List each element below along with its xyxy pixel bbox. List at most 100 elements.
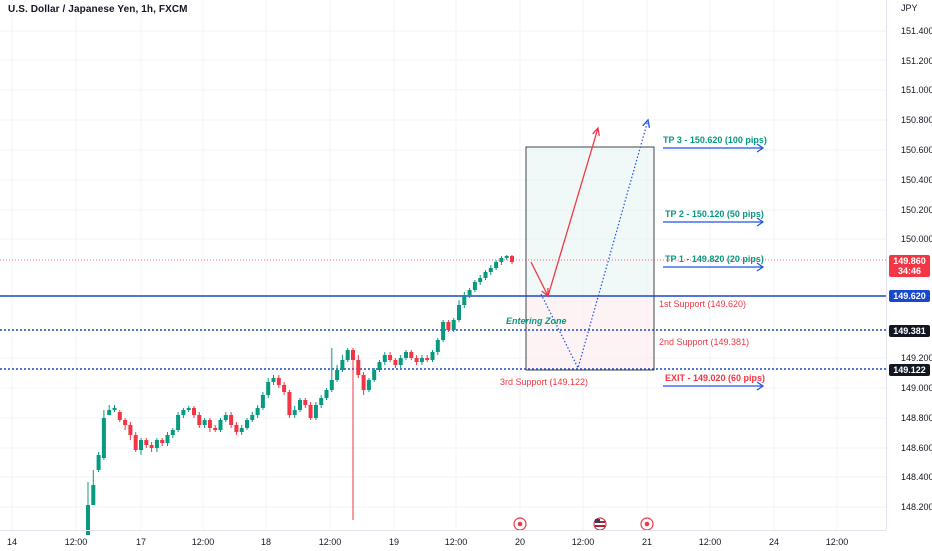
candle-body xyxy=(335,370,340,380)
time-tick: 12:00 xyxy=(444,537,468,547)
candle-body xyxy=(101,418,106,458)
candle-body xyxy=(165,435,170,443)
candle-body xyxy=(478,278,483,282)
time-tick: 12:00 xyxy=(318,537,342,547)
target-arrowhead xyxy=(756,381,765,391)
candle-body xyxy=(181,410,186,415)
candle-body xyxy=(282,385,287,392)
time-tick: 12:00 xyxy=(698,537,722,547)
candle-body xyxy=(308,405,313,418)
event-dot xyxy=(644,521,650,527)
price-tick: 148.800 xyxy=(901,413,932,423)
entering-zone-label: Entering Zone xyxy=(506,316,567,326)
time-axis[interactable]: 14 12:00 17 12:00 18 12:00 19 12:00 20 1… xyxy=(0,530,886,551)
last-price-value: 149.860 xyxy=(893,256,926,266)
candle-body xyxy=(377,362,382,370)
time-tick: 12:00 xyxy=(191,537,215,547)
candle-body xyxy=(117,412,122,420)
price-tick: 151.000 xyxy=(901,85,932,95)
price-tick: 149.000 xyxy=(901,383,932,393)
candle-body xyxy=(361,375,366,390)
candle-body xyxy=(292,410,297,415)
currency-label: JPY xyxy=(901,3,918,13)
candle-body xyxy=(435,340,440,352)
candle-body xyxy=(223,415,228,420)
countdown-value: 34:46 xyxy=(897,266,922,276)
time-tick: 12:00 xyxy=(64,537,88,547)
red-arrowhead-up xyxy=(592,126,600,137)
arrows xyxy=(530,118,765,391)
target-arrowhead xyxy=(756,143,765,153)
candle-body xyxy=(462,295,467,305)
last-price-badge: 149.860 34:46 xyxy=(889,255,930,277)
candle-body xyxy=(382,355,387,362)
tp2-label: TP 2 - 150.120 (50 pips) xyxy=(665,209,764,219)
candle-body xyxy=(298,400,302,410)
candle-body xyxy=(96,455,101,470)
candle-body xyxy=(186,408,191,410)
price-tick: 150.400 xyxy=(901,175,932,185)
candle-body xyxy=(229,415,234,425)
price-tick: 151.200 xyxy=(901,56,932,66)
candle-body xyxy=(207,420,212,428)
candle-body xyxy=(345,350,350,360)
trade-zones xyxy=(525,146,655,371)
candle-body xyxy=(319,398,324,405)
time-tick: 20 xyxy=(514,537,526,547)
candle-body xyxy=(128,425,133,435)
time-tick: 19 xyxy=(388,537,400,547)
support3-label: 3rd Support (149.122) xyxy=(500,377,589,387)
candle-body xyxy=(266,382,271,395)
support2-badge: 149.381 xyxy=(889,325,930,337)
price-axis[interactable]: JPY 151.400 151.200 151.000 150.800 150.… xyxy=(886,0,932,530)
time-tick: 14 xyxy=(6,537,18,547)
candle-body xyxy=(351,350,355,360)
candle-body xyxy=(287,392,292,415)
price-tick: 150.600 xyxy=(901,145,932,155)
time-tick: 12:00 xyxy=(571,537,595,547)
candle-body xyxy=(398,358,403,365)
candle-body xyxy=(488,268,493,272)
candle-body xyxy=(414,358,419,362)
time-tick: 12:00 xyxy=(825,537,849,547)
candle-body xyxy=(245,420,249,428)
candle-body xyxy=(451,320,456,330)
candle-body xyxy=(472,282,477,290)
blue-arrowhead xyxy=(642,118,651,128)
candle-body xyxy=(446,322,451,330)
candle-body xyxy=(202,420,207,425)
candle-body xyxy=(234,425,239,432)
price-tick: 150.000 xyxy=(901,234,932,244)
candle-body xyxy=(123,420,128,425)
candle-body xyxy=(197,415,202,425)
candle-body xyxy=(425,358,430,360)
candle-body xyxy=(504,256,509,258)
price-tick: 148.400 xyxy=(901,472,932,482)
candle-body xyxy=(441,322,446,340)
event-icon[interactable] xyxy=(640,517,654,531)
candle-body xyxy=(313,405,318,418)
candle-body xyxy=(91,485,96,505)
symbol-title[interactable]: U.S. Dollar / Japanese Yen, 1h, FXCM xyxy=(8,4,188,15)
candle-body xyxy=(404,352,408,358)
support1-badge: 149.620 xyxy=(889,290,930,302)
price-tick: 148.600 xyxy=(901,443,932,453)
support2-label: 2nd Support (149.381) xyxy=(659,337,750,347)
target-arrowhead xyxy=(756,217,765,227)
candle-body xyxy=(303,400,308,405)
candle-body xyxy=(276,378,281,385)
profit-zone xyxy=(525,146,655,297)
candle-body xyxy=(107,410,112,415)
candle-body xyxy=(260,395,265,408)
price-tick: 148.200 xyxy=(901,502,932,512)
candle-body xyxy=(144,440,149,445)
event-icon[interactable] xyxy=(513,517,527,531)
candle-body xyxy=(255,408,260,415)
candle-body xyxy=(192,408,196,415)
us-flag-icon[interactable] xyxy=(593,517,607,531)
flag-stripe xyxy=(595,525,605,527)
exit-label: EXIT - 149.020 (60 pips) xyxy=(665,373,766,383)
candle-body xyxy=(239,428,244,432)
